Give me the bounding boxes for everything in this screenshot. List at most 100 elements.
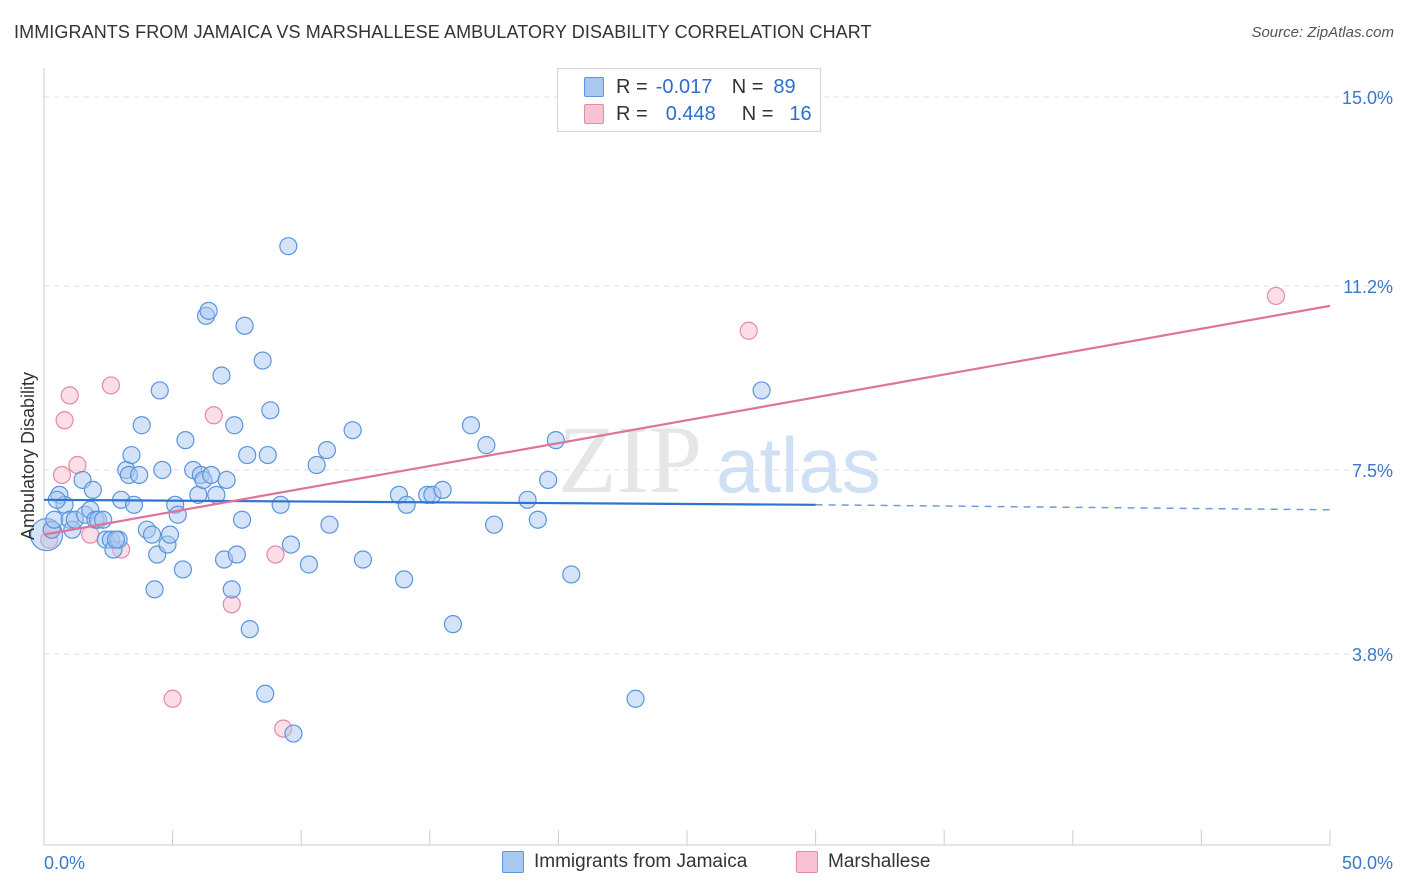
jamaica-point	[284, 724, 303, 743]
jamaica-point	[539, 470, 558, 490]
legend-r-label: R =	[616, 75, 648, 98]
legend-r-value: -0.017	[655, 75, 713, 98]
jamaica-point	[518, 490, 537, 509]
legend-r-value: 0.448	[665, 102, 716, 125]
series-label-jamaica: Immigrants from Jamaica	[534, 851, 748, 872]
marshallese-point	[52, 465, 72, 485]
jamaica-point	[222, 580, 241, 599]
jamaica-point	[397, 495, 416, 514]
jamaica-point	[122, 445, 141, 465]
jamaica-point	[83, 480, 102, 499]
jamaica-point	[433, 480, 452, 499]
jamaica-point	[227, 545, 246, 564]
jamaica-point	[320, 515, 339, 534]
jamaica-point	[150, 381, 169, 400]
jamaica-point	[477, 436, 496, 455]
jamaica-point	[343, 421, 362, 440]
trend-lines	[43, 304, 1331, 536]
jamaica-point	[317, 440, 337, 460]
marshallese-point	[1266, 286, 1286, 306]
jamaica-point	[202, 465, 221, 485]
series-swatch-blue	[502, 851, 524, 873]
jamaica-trend-extension	[815, 504, 1331, 511]
axes	[43, 68, 1331, 846]
jamaica-point	[443, 615, 463, 634]
watermark-atlas: atlas	[716, 421, 881, 509]
marshallese-point	[266, 545, 285, 564]
jamaica-point	[153, 460, 172, 480]
marshallese-point	[55, 411, 74, 430]
marshallese-point	[739, 321, 758, 340]
x-tick-max: 50.0%	[1342, 853, 1393, 873]
legend-n-value: 89	[773, 75, 796, 98]
jamaica-point	[132, 416, 151, 435]
jamaica-point	[299, 555, 319, 574]
legend-row-jamaica: R = -0.017 N = 89	[558, 73, 796, 101]
watermark-zip: ZIP	[558, 406, 702, 513]
grid-lines	[44, 96, 1392, 655]
series-legend-marshallese: Marshallese	[796, 851, 930, 873]
legend-n-value: 16	[789, 102, 812, 125]
jamaica-point	[45, 510, 64, 529]
series-legend-jamaica: Immigrants from Jamaica	[502, 851, 747, 873]
legend-n-label: N =	[731, 75, 764, 98]
y-tick-labels: 15.0% 11.2% 7.5% 3.8%	[1342, 88, 1393, 665]
jamaica-point	[212, 366, 231, 385]
jamaica-point	[124, 495, 144, 514]
jamaica-point	[258, 445, 277, 465]
jamaica-point	[199, 301, 218, 320]
jamaica-point	[238, 445, 257, 465]
series-label-marshallese: Marshallese	[828, 851, 931, 872]
legend-swatch-pink	[584, 104, 604, 124]
jamaica-point	[253, 351, 272, 370]
jamaica-points	[29, 237, 771, 743]
jamaica-point	[528, 510, 547, 529]
jamaica-point	[235, 316, 254, 335]
y-tick-label: 11.2%	[1343, 277, 1393, 297]
marshallese-point	[101, 376, 120, 395]
jamaica-point	[562, 565, 581, 584]
jamaica-point	[626, 689, 645, 708]
y-tick-label: 15.0%	[1342, 88, 1393, 108]
jamaica-point	[281, 535, 301, 554]
jamaica-point	[217, 470, 236, 490]
series-swatch-pink	[796, 851, 818, 873]
jamaica-point	[307, 455, 326, 475]
chart-title: IMMIGRANTS FROM JAMAICA VS MARSHALLESE A…	[14, 22, 872, 42]
jamaica-point	[752, 381, 771, 400]
jamaica-point	[130, 465, 149, 485]
jamaica-point	[256, 684, 275, 703]
jamaica-point	[271, 495, 290, 514]
jamaica-point	[232, 510, 252, 529]
legend-r-label: R =	[616, 102, 648, 125]
jamaica-point	[176, 431, 195, 450]
jamaica-point	[279, 237, 298, 256]
jamaica-point	[485, 515, 504, 534]
marshallese-point	[163, 689, 182, 708]
jamaica-point	[106, 530, 126, 549]
marshallese-trend-line	[43, 304, 1331, 536]
legend-swatch-blue	[584, 77, 604, 97]
marshallese-point	[60, 386, 79, 405]
series-legend: Immigrants from Jamaica Marshallese	[0, 851, 1406, 879]
jamaica-point	[546, 431, 565, 450]
legend-row-marshallese: R = 0.448 N = 16	[558, 100, 812, 128]
jamaica-point	[353, 550, 373, 569]
y-axis-label: Ambulatory Disability	[18, 372, 38, 540]
x-tick-min: 0.0%	[44, 853, 85, 873]
y-tick-label: 3.8%	[1352, 645, 1393, 665]
jamaica-point	[461, 416, 481, 435]
jamaica-point	[240, 620, 259, 639]
marshallese-point	[204, 406, 223, 425]
jamaica-point	[160, 525, 180, 544]
jamaica-point	[394, 570, 414, 589]
jamaica-point	[261, 401, 280, 420]
source-label: Source: ZipAtlas.com	[1251, 24, 1394, 41]
legend-n-label: N =	[741, 102, 774, 125]
jamaica-point	[225, 416, 244, 435]
jamaica-point	[173, 560, 192, 579]
y-tick-label: 7.5%	[1352, 461, 1393, 481]
jamaica-point	[142, 525, 162, 544]
jamaica-trend-line	[43, 498, 816, 506]
